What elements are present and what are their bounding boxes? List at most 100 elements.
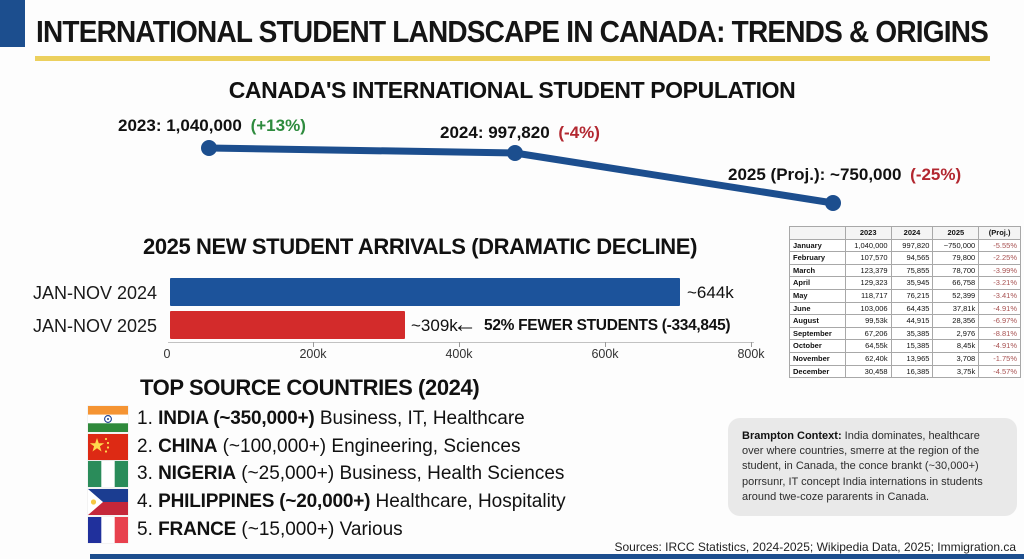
y2025-cell: 52,399 [932, 288, 980, 303]
table-row: October 64,55k 15,385 8,45k -4.91% [789, 339, 1021, 353]
table-row: November 62,40k 13,965 3,708 -1.75% [789, 351, 1021, 366]
y2025-cell: 3,708 [932, 351, 980, 366]
country-fields: (~15,000+) Various [241, 518, 403, 540]
point-value-2023: 2023: 1,040,000 [118, 116, 242, 135]
month-cell: June [789, 301, 846, 316]
china-flag-icon [88, 433, 128, 460]
country-item-india: 1. INDIA (~350,000+) Business, IT, Healt… [88, 405, 525, 432]
proj-cell: -6.97% [978, 314, 1021, 328]
y2023-cell: 129,323 [844, 276, 892, 290]
point-label-2024: 2024: 997,820 (-4%) [440, 123, 600, 143]
country-item-france: 5. FRANCE (~15,000+) Various [88, 516, 403, 543]
data-point-2024 [507, 145, 523, 161]
point-change-2025: (-25%) [910, 165, 962, 184]
y2025-cell: 3,75k [932, 364, 980, 379]
top-countries-title: TOP SOURCE COUNTRIES (2024) [140, 375, 480, 400]
y2023-cell: 1,040,000 [844, 238, 892, 253]
proj-cell: -3.41% [978, 288, 1021, 303]
proj-cell: -2.25% [978, 251, 1021, 265]
y2024-cell: 13,965 [890, 351, 934, 366]
x-tick: 0 [163, 347, 171, 361]
table-row: June 103,006 64,435 37,81k -4.91% [789, 301, 1021, 316]
x-axis-line [168, 342, 754, 343]
country-item-nigeria: 3. NIGERIA (~25,000+) Business, Health S… [88, 460, 564, 487]
point-label-2023: 2023: 1,040,000 (+13%) [118, 116, 306, 136]
table-row: December 30,458 16,385 3,75k -4.57% [789, 364, 1021, 379]
y2024-cell: 75,855 [890, 263, 934, 278]
tick-800k [751, 342, 752, 347]
month-cell: September [789, 326, 846, 341]
proj-cell: -4.57% [978, 364, 1021, 379]
population-trend-line [201, 140, 841, 211]
y2025-cell: 66,758 [932, 276, 980, 290]
point-change-2023: (+13%) [250, 116, 306, 135]
nigeria-flag-icon [88, 460, 128, 487]
month-cell: February [789, 251, 846, 265]
decline-annotation: 52% FEWER STUDENTS (-334,845) [484, 317, 731, 334]
bottom-accent-bar [90, 554, 1024, 559]
bar-value-2025: ~309k [411, 316, 458, 335]
country-text: 3. NIGERIA (~25,000+) Business, Health S… [137, 463, 564, 485]
month-cell: August [789, 314, 846, 328]
y2025-cell: 78,700 [932, 263, 980, 278]
left-arrow-icon: ← [453, 311, 477, 338]
point-label-2025: 2025 (Proj.): ~750,000 (-25%) [728, 165, 961, 185]
bar-2024 [170, 278, 680, 306]
country-item-philippines: 4. PHILIPPINES (~20,000+) Healthcare, Ho… [88, 488, 566, 515]
month-cell: April [789, 276, 846, 290]
y2024-cell: 997,820 [890, 238, 934, 253]
header-month [789, 226, 846, 240]
philippines-flag-icon [88, 488, 128, 515]
india-flag-icon [88, 405, 128, 432]
month-cell: March [789, 263, 846, 278]
country-fields: (~100,000+) Engineering, Sciences [222, 435, 521, 457]
x-tick: 400k [445, 347, 473, 361]
month-cell: December [789, 364, 846, 379]
y2025-cell: 8,45k [932, 339, 980, 353]
table-row: April 129,323 35,945 66,758 -3.21% [789, 276, 1021, 290]
bar-value-2024: ~644k [687, 283, 734, 302]
point-change-2024: (-4%) [558, 123, 600, 142]
table-row: August 99,53k 44,915 28,356 -6.97% [789, 314, 1021, 328]
country-name: INDIA (~350,000+) [158, 407, 315, 429]
country-rank: 5. [137, 518, 153, 540]
proj-cell: -3.21% [978, 276, 1021, 290]
month-cell: January [789, 238, 846, 253]
y2025-cell: ~750,000 [932, 238, 980, 253]
y2023-cell: 30,458 [844, 364, 892, 379]
country-rank: 3. [137, 462, 153, 484]
x-axis-tick-labels: 0 200k 400k 600k 800k [0, 347, 1024, 361]
table-row: January 1,040,000 997,820 ~750,000 -5.55% [789, 238, 1021, 253]
country-fields: Healthcare, Hospitality [375, 490, 566, 512]
y2024-cell: 64,435 [890, 301, 934, 316]
y2023-cell: 62,40k [844, 351, 892, 366]
x-tick: 600k [591, 347, 619, 361]
country-name: CHINA [158, 435, 218, 457]
arrivals-chart-title: 2025 NEW STUDENT ARRIVALS (DRAMATIC DECL… [142, 234, 697, 259]
header-proj: (Proj.) [978, 226, 1021, 240]
population-chart-title: CANADA'S INTERNATIONAL STUDENT POPULATIO… [228, 77, 796, 103]
y2023-cell: 67,206 [844, 326, 892, 341]
table-row: March 123,379 75,855 78,700 -3.99% [789, 263, 1021, 278]
y2024-cell: 35,385 [890, 326, 934, 341]
context-text: India dominates, healthcare over where c… [742, 430, 983, 503]
month-cell: October [789, 339, 846, 353]
bar-label-2024: JAN-NOV 2024 [33, 283, 158, 303]
tick-600k [605, 342, 606, 347]
country-text: 2. CHINA (~100,000+) Engineering, Scienc… [137, 436, 520, 458]
table-header-row: 2023 2024 2025 (Proj.) [789, 226, 1021, 240]
brampton-context-box: Brampton Context: India dominates, healt… [728, 418, 1017, 516]
bar-label-2025: JAN-NOV 2025 [33, 316, 158, 336]
country-item-china: 2. CHINA (~100,000+) Engineering, Scienc… [88, 433, 520, 460]
month-cell: May [789, 288, 846, 303]
header-accent-square [0, 0, 25, 47]
country-name: FRANCE [158, 518, 237, 540]
point-value-2024: 2024: 997,820 [440, 123, 550, 142]
country-fields: (~25,000+) Business, Health Sciences [241, 462, 565, 484]
y2024-cell: 16,385 [890, 364, 934, 379]
month-cell: November [789, 351, 846, 366]
y2024-cell: 35,945 [890, 276, 934, 290]
tick-200k [313, 342, 314, 347]
country-name: PHILIPPINES (~20,000+) [158, 490, 371, 512]
sources-text: Sources: IRCC Statistics, 2024-2025; Wik… [614, 540, 1016, 554]
